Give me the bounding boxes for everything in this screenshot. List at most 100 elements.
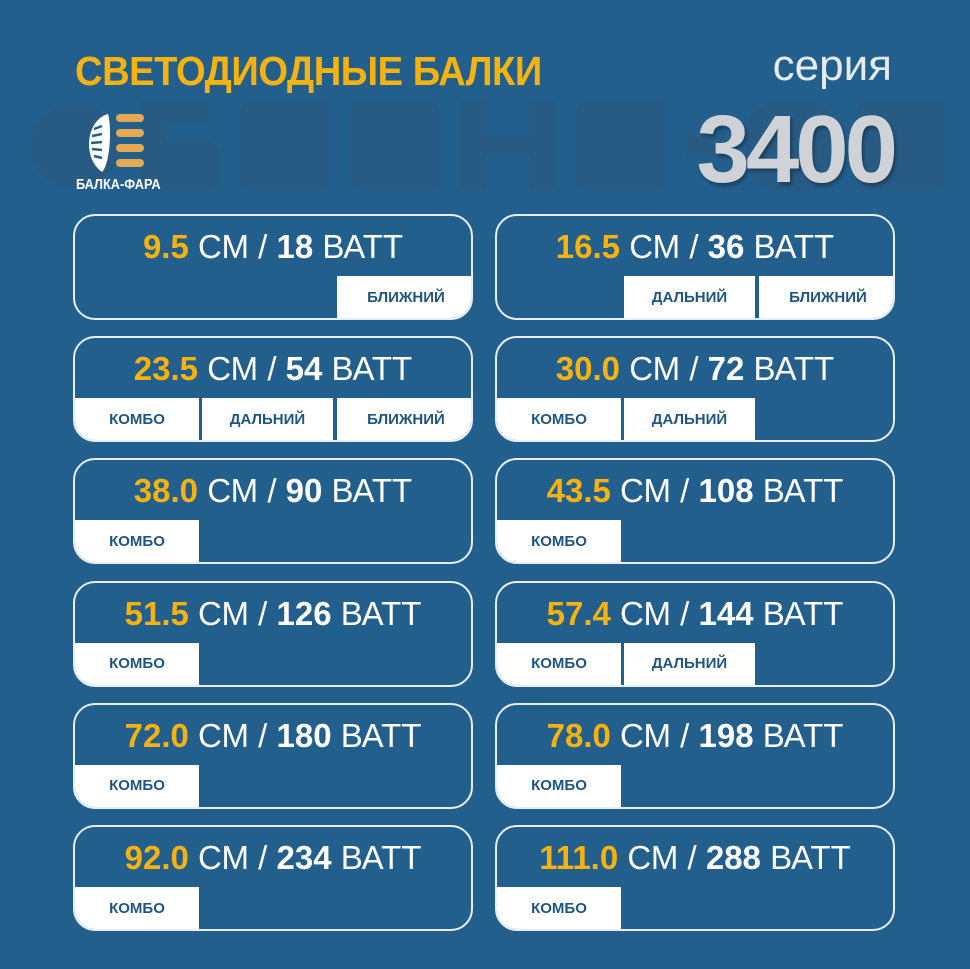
beam-type-tag: ДАЛЬНИЙ — [202, 398, 333, 441]
product-card: 78.0 СМ / 198 ВАТТ КОМБО — [495, 702, 895, 809]
cm-unit: СМ — [198, 839, 249, 876]
cm-unit: СМ — [198, 228, 249, 265]
watt-unit: ВАТТ — [762, 472, 844, 510]
separator: / — [258, 716, 268, 754]
watt-value: 144 — [698, 594, 754, 632]
length-value: 57.4 — [546, 594, 611, 632]
watt-unit: ВАТТ — [340, 594, 422, 632]
cm-unit: СМ — [629, 228, 681, 265]
beam-type-tag: КОМБО — [75, 398, 199, 441]
watt-unit: ВАТТ — [762, 594, 844, 632]
card-heading: 43.5 СМ / 108 ВАТТ — [497, 472, 893, 510]
watt-unit: ВАТТ — [340, 716, 422, 754]
series-label: серия — [772, 41, 892, 90]
watt-value: 108 — [698, 472, 754, 510]
watt-unit: ВАТТ — [331, 350, 413, 388]
length-value: 92.0 — [124, 839, 189, 876]
watt-unit: ВАТТ — [762, 716, 844, 754]
card-heading: 23.5 СМ / 54 ВАТТ — [75, 350, 471, 388]
beam-type-tag: КОМБО — [75, 887, 199, 929]
beam-type-tag: БЛИЖНИЙ — [337, 276, 471, 318]
watt-unit: ВАТТ — [322, 228, 404, 265]
product-card: 43.5 СМ / 108 ВАТТ КОМБО — [495, 458, 895, 565]
product-card: 72.0 СМ / 180 ВАТТ КОМБО — [73, 702, 473, 809]
card-heading: 111.0 СМ / 288 ВАТТ — [497, 839, 893, 877]
beam-type-tag: КОМБО — [75, 642, 199, 685]
watt-unit: ВАТТ — [331, 472, 413, 510]
cm-unit: СМ — [620, 472, 671, 510]
page-title: СВЕТОДИОДНЫЕ БАЛКИ — [75, 48, 542, 94]
separator: / — [267, 350, 277, 388]
card-heading: 72.0 СМ / 180 ВАТТ — [75, 717, 471, 755]
card-heading: 51.5 СМ / 126 ВАТТ — [75, 595, 471, 633]
cm-unit: СМ — [627, 839, 679, 876]
card-heading: 57.4 СМ / 144 ВАТТ — [497, 595, 893, 633]
separator: / — [267, 472, 277, 510]
cm-unit: СМ — [620, 594, 671, 632]
beam-type-tag: ДАЛЬНИЙ — [624, 276, 755, 318]
watt-unit: ВАТТ — [753, 228, 835, 265]
watt-unit: ВАТТ — [770, 839, 851, 876]
beam-type-tag: КОМБО — [497, 520, 621, 563]
card-heading: 16.5 СМ / 36 ВАТТ — [497, 228, 893, 266]
watt-unit: ВАТТ — [753, 350, 835, 388]
cm-unit: СМ — [198, 716, 249, 754]
separator: / — [680, 472, 690, 510]
beam-type-tag: КОМБО — [497, 764, 621, 807]
separator: / — [680, 716, 690, 754]
beam-type-tag: КОМБО — [75, 764, 199, 807]
length-value: 111.0 — [539, 839, 619, 876]
length-value: 23.5 — [133, 350, 199, 388]
watt-value: 36 — [707, 228, 745, 265]
beam-type-tag: БЛИЖНИЙ — [337, 398, 471, 441]
product-card: 38.0 СМ / 90 ВАТТ КОМБО — [73, 458, 473, 565]
beam-type-tag: КОМБО — [75, 520, 199, 563]
separator: / — [258, 839, 268, 876]
length-value: 38.0 — [133, 472, 199, 510]
length-value: 30.0 — [555, 350, 621, 388]
separator: / — [687, 839, 697, 876]
watt-unit: ВАТТ — [340, 839, 422, 876]
beam-type-tag: ДАЛЬНИЙ — [624, 642, 755, 685]
length-value: 51.5 — [124, 594, 189, 632]
product-card: 92.0 СМ / 234 ВАТТ КОМБО — [73, 825, 473, 931]
product-card: 51.5 СМ / 126 ВАТТ КОМБО — [73, 580, 473, 687]
card-heading: 9.5 СМ / 18 ВАТТ — [75, 228, 471, 266]
watt-value: 126 — [276, 594, 332, 632]
separator: / — [680, 594, 690, 632]
card-heading: 30.0 СМ / 72 ВАТТ — [497, 350, 893, 388]
watt-value: 54 — [285, 350, 323, 388]
separator: / — [258, 594, 268, 632]
length-value: 9.5 — [142, 228, 189, 265]
product-card: 9.5 СМ / 18 ВАТТ БЛИЖНИЙ — [73, 214, 473, 320]
watt-value: 288 — [705, 839, 761, 876]
length-value: 78.0 — [546, 716, 611, 754]
card-heading: 92.0 СМ / 234 ВАТТ — [75, 839, 471, 877]
beam-type-tag: КОМБО — [497, 642, 621, 685]
cm-unit: СМ — [207, 350, 259, 388]
card-heading: 38.0 СМ / 90 ВАТТ — [75, 472, 471, 510]
beam-type-tag: КОМБО — [497, 887, 621, 929]
logo-icon — [89, 114, 144, 172]
logo-text: БАЛКА-ФАРА — [76, 176, 161, 193]
product-card: 111.0 СМ / 288 ВАТТ КОМБО — [495, 825, 895, 931]
card-heading: 78.0 СМ / 198 ВАТТ — [497, 717, 893, 755]
watt-value: 234 — [276, 839, 332, 876]
product-card: 23.5 СМ / 54 ВАТТ КОМБО ДАЛЬНИЙ БЛИЖНИЙ — [73, 336, 473, 443]
beam-type-tag: БЛИЖНИЙ — [759, 276, 893, 318]
separator: / — [689, 350, 699, 388]
watermark-logo-icon — [30, 102, 946, 190]
watt-value: 198 — [698, 716, 754, 754]
product-card: 57.4 СМ / 144 ВАТТ КОМБО ДАЛЬНИЙ — [495, 580, 895, 687]
watt-value: 18 — [276, 228, 314, 265]
series-number: 3400 — [696, 96, 898, 203]
cm-unit: СМ — [620, 716, 671, 754]
separator: / — [689, 228, 699, 265]
cm-unit: СМ — [207, 472, 259, 510]
watt-value: 180 — [276, 716, 332, 754]
product-card: 30.0 СМ / 72 ВАТТ КОМБО ДАЛЬНИЙ — [495, 336, 895, 443]
beam-type-tag: ДАЛЬНИЙ — [624, 398, 755, 441]
length-value: 16.5 — [555, 228, 621, 265]
product-card: 16.5 СМ / 36 ВАТТ ДАЛЬНИЙ БЛИЖНИЙ — [495, 214, 895, 320]
watt-value: 90 — [285, 472, 323, 510]
